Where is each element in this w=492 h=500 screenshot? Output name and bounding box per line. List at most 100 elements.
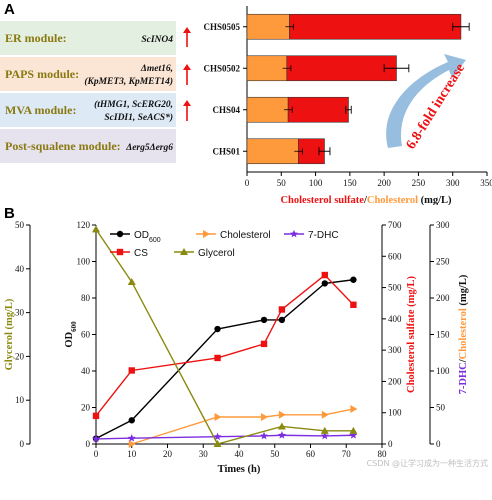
series-cholesterol xyxy=(128,404,358,448)
module-paps-genes-2: (KpMET3, KpMET14) xyxy=(84,76,173,87)
bar-cholesterol-sulfate xyxy=(286,55,397,82)
series-cs xyxy=(92,271,357,420)
data-point xyxy=(214,354,221,362)
glycerol-axis-tick-label: 30 xyxy=(15,308,25,318)
module-paps-genes-1: Δmet16, xyxy=(140,64,173,74)
x-axis-title: Times (h) xyxy=(218,464,261,475)
data-point xyxy=(261,412,269,421)
data-point xyxy=(278,316,286,324)
x-tick-label: 10 xyxy=(127,449,137,459)
chol-axis-tick-label: 100 xyxy=(436,366,450,376)
chol-axis-title-part: Cholesterol xyxy=(458,308,469,359)
data-point xyxy=(260,316,268,324)
data-point xyxy=(320,426,329,434)
legend: OD600 Cholesterol 7-DHC CS Glycerol xyxy=(110,229,339,259)
od-axis-tick-label: 100 xyxy=(77,257,91,267)
cs-axis-tick-label: 200 xyxy=(388,376,402,386)
module-paps: PAPS module: Δmet16, (KpMET3, KpMET14) xyxy=(0,57,191,91)
od-axis-tick-label: 120 xyxy=(77,220,91,230)
chart-a-xlabel: Cholesterol sulfate/Cholesterol (mg/L) xyxy=(280,195,452,205)
series-line xyxy=(95,228,354,445)
strain-label: CHS04 xyxy=(212,105,240,115)
module-mva-name: MVA module: xyxy=(5,103,76,117)
panel-b-letter: B xyxy=(4,205,15,222)
glycerol-axis-tick-label: 50 xyxy=(15,220,25,230)
module-paps-bg xyxy=(0,57,176,91)
series-line xyxy=(95,274,354,417)
cs-axis-tick-label: 300 xyxy=(388,345,402,355)
data-point xyxy=(278,306,286,313)
legend-marker xyxy=(290,229,298,238)
data-point xyxy=(349,426,358,434)
chol-axis-title: 7-DHC/Cholesterol (mg/L) xyxy=(458,274,469,394)
glycerol-axis-title: Glycerol (mg/L) xyxy=(4,298,15,370)
module-er: ER module: ScINO4 xyxy=(0,21,191,55)
cs-axis-title-part: Cholesterol sulfate (mg/L) xyxy=(406,275,417,393)
glycerol-axis-tick-label: 40 xyxy=(15,264,25,274)
chol-axis-title-part: / xyxy=(458,358,469,363)
od-axis-tick-label: 0 xyxy=(86,439,91,449)
cs-axis-tick-label: 500 xyxy=(388,283,402,293)
x-tick-label: 70 xyxy=(342,449,352,459)
legend-label: OD600 xyxy=(134,230,161,244)
data-point xyxy=(277,431,286,439)
up-arrow-icon xyxy=(183,64,191,85)
series-glycerol xyxy=(92,225,358,447)
chol-axis-tick-label: 0 xyxy=(436,439,441,449)
x-tick-label: 60 xyxy=(306,449,316,459)
legend-marker xyxy=(180,248,188,255)
x-tick-label: 300 xyxy=(446,178,460,188)
x-tick-label: 0 xyxy=(245,178,250,188)
data-point xyxy=(213,432,222,441)
data-point xyxy=(321,280,328,287)
chol-axis-tick-label: 50 xyxy=(436,403,446,413)
od-axis-title-part: OD xyxy=(64,331,75,347)
data-point xyxy=(128,367,135,374)
bar-cholesterol xyxy=(246,55,288,82)
panel-b: B 0 10 20 30 40 50 60 70 80 Times (h) 0 10 20 30 40 50 0… xyxy=(0,205,492,500)
module-mva: MVA module: (tHMG1, ScERG20, ScIDI1, SeA… xyxy=(0,93,191,127)
legend-label: 7-DHC xyxy=(308,230,339,241)
cs-axis-tick-label: 100 xyxy=(388,408,402,418)
module-post-squalene-genes: Δerg5Δerg6 xyxy=(125,143,173,153)
data-point xyxy=(350,276,357,283)
legend-marker xyxy=(116,248,124,256)
bar-cholesterol xyxy=(246,13,290,40)
data-point xyxy=(127,433,136,442)
chol-axis-title-part: (mg/L) xyxy=(458,274,469,308)
data-point xyxy=(214,412,222,421)
x-tick-label: 200 xyxy=(377,178,391,188)
x-tick-label: 50 xyxy=(277,178,287,188)
module-mva-genes-2: ScIDI1, SeACS*) xyxy=(104,112,173,123)
x-tick-label: 30 xyxy=(199,449,209,459)
glycerol-axis-tick-label: 0 xyxy=(20,439,25,449)
glycerol-axis-tick-label: 10 xyxy=(15,395,25,405)
cs-axis-tick-label: 700 xyxy=(388,220,402,230)
data-point xyxy=(260,340,268,348)
legend-label-part: OD xyxy=(134,230,149,241)
od-axis-title-part: 600 xyxy=(70,321,78,332)
legend-label: Cholesterol xyxy=(220,230,271,241)
bar-cholesterol-sulfate xyxy=(289,13,462,40)
bar-cholesterol xyxy=(246,96,289,123)
bar-cholesterol-sulfate xyxy=(287,96,349,123)
module-mva-genes-1: (tHMG1, ScERG20, xyxy=(94,99,173,110)
data-point xyxy=(260,431,269,440)
data-point xyxy=(321,271,328,279)
series-7-dhc xyxy=(92,431,358,443)
module-post-squalene-name: Post-squalene module: xyxy=(5,139,121,153)
chol-axis-tick-label: 200 xyxy=(436,293,450,303)
data-point xyxy=(214,325,221,333)
up-arrow-icon xyxy=(183,27,191,47)
stacked-bar-chart: A ER module: ScINO4 PAPS module: Δmet16,… xyxy=(0,1,492,205)
data-point xyxy=(92,412,100,420)
module-mva-bg xyxy=(0,93,176,127)
xlabel-unit: (mg/L) xyxy=(418,195,452,205)
xlabel-chol: Cholesterol xyxy=(367,195,418,205)
chart-a: 0 50 100 150 200 250 300 350 CHS0505 CHS0502 CHS04… xyxy=(203,6,492,188)
chol-axis-tick-label: 300 xyxy=(436,220,450,230)
module-er-name: ER module: xyxy=(5,31,67,45)
x-tick-label: 150 xyxy=(343,178,357,188)
